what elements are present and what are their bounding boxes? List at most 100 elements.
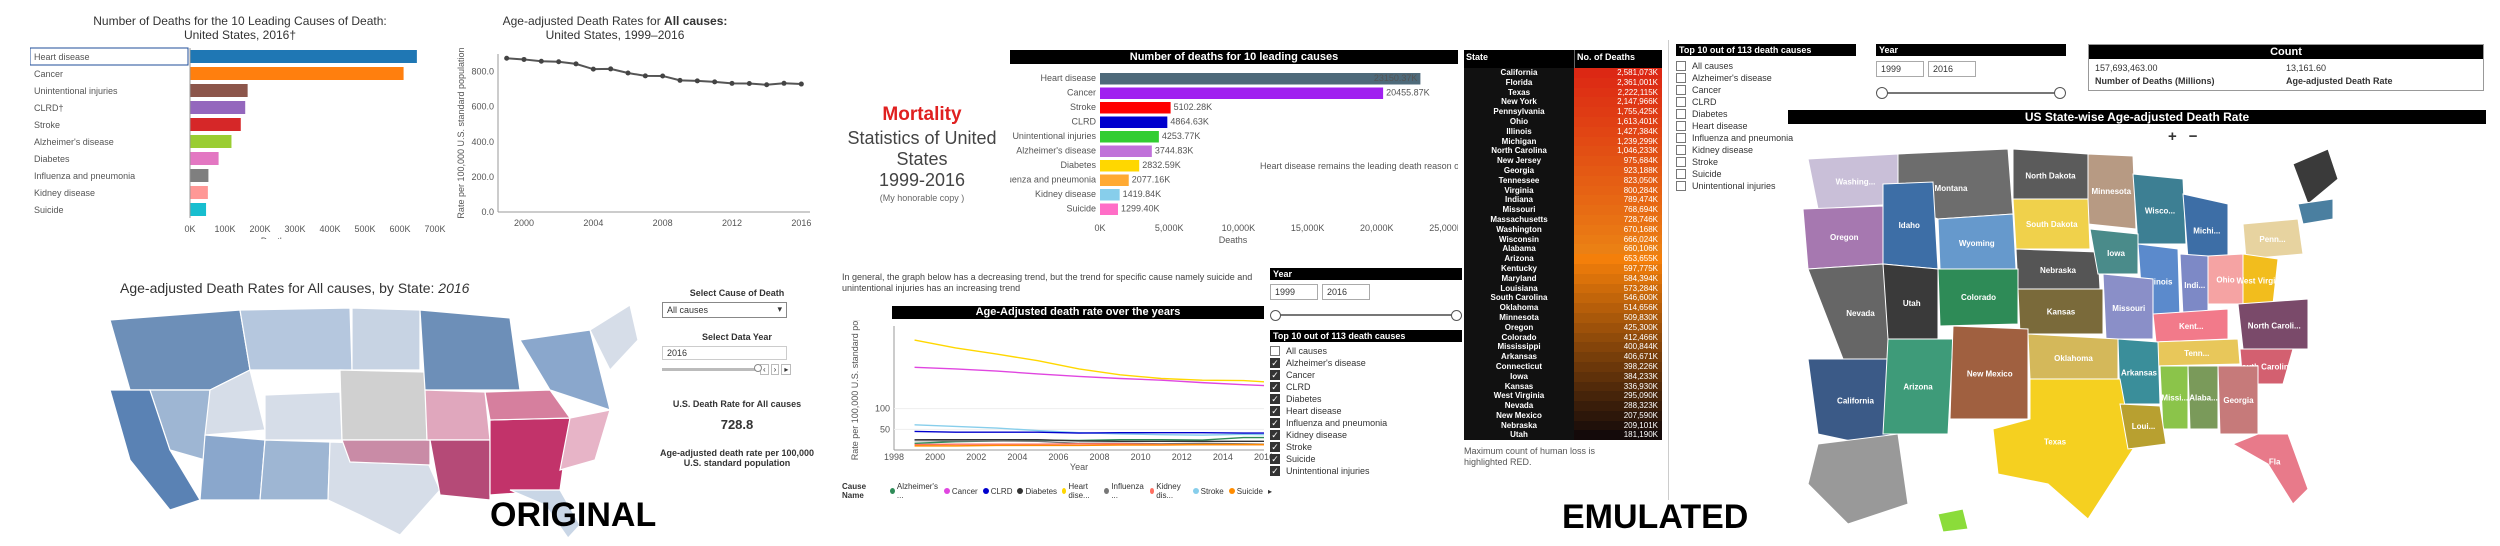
map-state-shape[interactable] bbox=[2132, 173, 2187, 245]
map-region-newmexico[interactable] bbox=[259, 439, 331, 501]
map-state-shape[interactable] bbox=[2237, 298, 2309, 350]
emu-bar[interactable] bbox=[1100, 203, 1118, 216]
state-table-row[interactable]: Colorado 412,466K bbox=[1464, 332, 1662, 343]
emu-line-series[interactable] bbox=[914, 339, 1265, 383]
year-input[interactable]: 2016 bbox=[662, 346, 787, 360]
map-state-shape[interactable] bbox=[2292, 148, 2339, 205]
orig-bar[interactable] bbox=[190, 101, 246, 114]
map-region-oklahoma[interactable] bbox=[341, 439, 431, 466]
state-table-row[interactable]: West Virginia 295,090K bbox=[1464, 391, 1662, 402]
state-table-row[interactable]: Utah 181,190K bbox=[1464, 430, 1662, 441]
emu-bar[interactable] bbox=[1100, 174, 1129, 187]
cause-filter-item[interactable]: Stroke bbox=[1270, 441, 1462, 453]
emu-bar[interactable] bbox=[1100, 160, 1140, 172]
checkbox-icon[interactable] bbox=[1270, 442, 1280, 452]
cause-select[interactable]: All causes ▾ bbox=[662, 302, 787, 318]
checkbox-icon[interactable] bbox=[1676, 133, 1686, 143]
slider-menu-icon[interactable]: ▸ bbox=[781, 364, 792, 375]
cause-filter-item[interactable]: Diabetes bbox=[1270, 393, 1462, 405]
checkbox-icon[interactable] bbox=[1676, 97, 1686, 107]
right-cause-filter-item[interactable]: All causes bbox=[1676, 60, 1856, 72]
orig-line-point[interactable] bbox=[712, 79, 718, 85]
state-table-row[interactable]: Texas 2,222,115K bbox=[1464, 87, 1662, 98]
checkbox-icon[interactable] bbox=[1676, 109, 1686, 119]
right-year-to-input[interactable]: 2016 bbox=[1928, 61, 1976, 77]
orig-line-point[interactable] bbox=[746, 81, 752, 87]
state-table-row[interactable]: Minnesota 509,830K bbox=[1464, 312, 1662, 323]
right-cause-filter-item[interactable]: Suicide bbox=[1676, 168, 1856, 180]
map-state-shape[interactable] bbox=[2102, 273, 2154, 340]
state-table-row[interactable]: Wisconsin 666,024K bbox=[1464, 234, 1662, 245]
checkbox-icon[interactable] bbox=[1676, 181, 1686, 191]
map-region-northwest[interactable] bbox=[109, 309, 251, 391]
map-state-shape[interactable] bbox=[2242, 218, 2304, 260]
state-col-header[interactable]: State bbox=[1466, 52, 1489, 62]
orig-bar[interactable] bbox=[190, 50, 417, 63]
emu-legend-item[interactable]: Diabetes bbox=[1017, 482, 1057, 500]
orig-line-point[interactable] bbox=[798, 81, 804, 87]
checkbox-icon[interactable] bbox=[1270, 382, 1280, 392]
orig-bar[interactable] bbox=[190, 169, 209, 182]
map-region-midwest[interactable] bbox=[419, 309, 521, 391]
year-range-thumb-left[interactable] bbox=[1270, 310, 1281, 321]
orig-line-point[interactable] bbox=[556, 59, 562, 65]
orig-bar[interactable] bbox=[190, 203, 207, 216]
checkbox-icon[interactable] bbox=[1676, 169, 1686, 179]
orig-line-point[interactable] bbox=[694, 78, 700, 84]
map-region-newengland[interactable] bbox=[589, 304, 639, 372]
emu-legend-item[interactable]: Influenza ... bbox=[1104, 482, 1144, 500]
map-region-southeast[interactable] bbox=[489, 417, 571, 496]
state-table-row[interactable]: Oklahoma 514,656K bbox=[1464, 303, 1662, 313]
orig-line-point[interactable] bbox=[504, 55, 510, 61]
state-table-row[interactable]: Missouri 768,694K bbox=[1464, 205, 1662, 215]
state-table-row[interactable]: Kentucky 597,775K bbox=[1464, 263, 1662, 274]
zoom-out-icon[interactable]: − bbox=[2188, 128, 2198, 145]
emu-legend-item[interactable]: Cancer bbox=[943, 482, 978, 500]
map-state-shape[interactable] bbox=[1937, 268, 2019, 327]
right-year-thumb-left[interactable] bbox=[1876, 87, 1888, 99]
state-table-row[interactable]: Nebraska 209,101K bbox=[1464, 420, 1662, 431]
checkbox-icon[interactable] bbox=[1676, 73, 1686, 83]
orig-bar[interactable] bbox=[190, 135, 232, 148]
checkbox-icon[interactable] bbox=[1270, 454, 1280, 464]
map-state-shape[interactable] bbox=[2297, 198, 2334, 225]
state-table-row[interactable]: California 2,581,073K bbox=[1464, 68, 1662, 78]
emu-legend-item[interactable]: Heart dise... bbox=[1062, 482, 1099, 500]
map-region-northeast[interactable] bbox=[519, 329, 611, 411]
emu-legend-item[interactable]: CLRD bbox=[982, 482, 1012, 500]
cause-filter-item[interactable]: CLRD bbox=[1270, 381, 1462, 393]
emu-legend-item[interactable]: Alzheimer's ... bbox=[889, 482, 939, 500]
right-cause-filter-item[interactable]: Heart disease bbox=[1676, 120, 1856, 132]
map-region-carolinas[interactable] bbox=[559, 409, 611, 471]
emu-bar[interactable] bbox=[1100, 116, 1168, 129]
right-year-from-input[interactable]: 1999 bbox=[1876, 61, 1924, 77]
right-cause-filter-item[interactable]: Unintentional injuries bbox=[1676, 180, 1856, 192]
state-table-row[interactable]: Georgia 923,188K bbox=[1464, 165, 1662, 176]
orig-bar[interactable] bbox=[190, 84, 248, 97]
emu-legend-item[interactable]: Kidney dis... bbox=[1149, 482, 1188, 500]
map-state-shape[interactable] bbox=[2089, 228, 2139, 275]
state-table-row[interactable]: Mississippi 400,844K bbox=[1464, 342, 1662, 353]
map-state-shape[interactable] bbox=[1882, 338, 1954, 435]
state-table-row[interactable]: Oregon 425,300K bbox=[1464, 322, 1662, 333]
orig-line-point[interactable] bbox=[729, 80, 735, 86]
right-cause-filter-item[interactable]: Cancer bbox=[1676, 84, 1856, 96]
map-region-florida[interactable] bbox=[509, 489, 581, 539]
year-slider-thumb[interactable] bbox=[754, 364, 762, 372]
year-slider[interactable] bbox=[662, 364, 762, 372]
emu-bar[interactable] bbox=[1100, 87, 1384, 100]
state-table-row[interactable]: South Carolina 546,600K bbox=[1464, 293, 1662, 304]
orig-line-point[interactable] bbox=[590, 66, 596, 72]
state-table-row[interactable]: Michigan 1,239,299K bbox=[1464, 136, 1662, 147]
map-state-shape[interactable] bbox=[2231, 433, 2309, 505]
state-table-row[interactable]: Tennessee 823,050K bbox=[1464, 175, 1662, 186]
checkbox-icon[interactable] bbox=[1270, 406, 1280, 416]
map-region-mountain[interactable] bbox=[239, 307, 353, 371]
orig-bar[interactable] bbox=[190, 152, 219, 165]
map-state-shape[interactable] bbox=[2187, 365, 2219, 430]
legend-more-icon[interactable]: ▸ bbox=[1267, 486, 1272, 496]
state-table-row[interactable]: Maryland 584,394K bbox=[1464, 273, 1662, 284]
year-range-slider[interactable] bbox=[1270, 310, 1462, 321]
checkbox-icon[interactable] bbox=[1676, 121, 1686, 131]
emu-bar[interactable] bbox=[1100, 102, 1171, 114]
